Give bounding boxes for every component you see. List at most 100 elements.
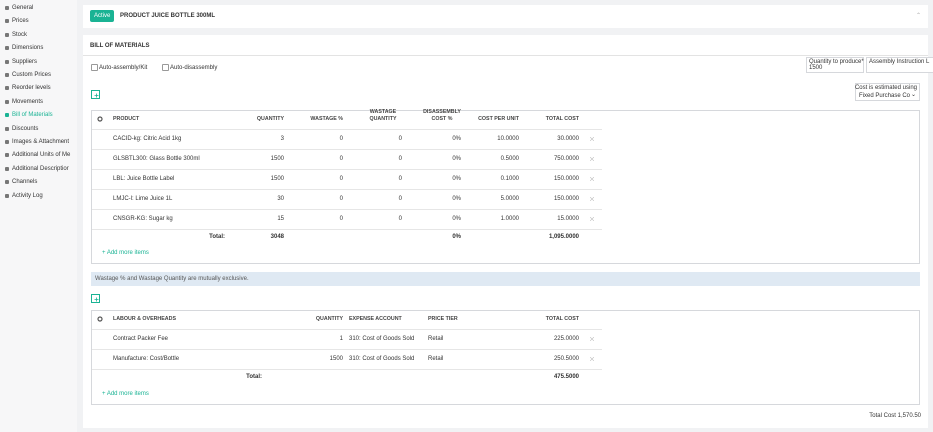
- cell: GLSBTL300: Glass Bottle 300ml: [113, 156, 200, 162]
- menu-icon: [5, 113, 9, 118]
- column-header: QUANTITY: [256, 116, 284, 122]
- cell: 10.0000: [497, 136, 519, 142]
- column-header: TOTAL COST: [545, 116, 579, 122]
- cell: Retail: [428, 336, 444, 342]
- cell: 0%: [452, 176, 461, 182]
- menu-icon: [5, 86, 9, 91]
- column-header: COST PER UNIT: [478, 116, 519, 122]
- cell: 0: [339, 156, 343, 162]
- cell: 0: [398, 136, 402, 142]
- cell: 0%: [452, 156, 461, 162]
- add-more[interactable]: + Add more items: [102, 250, 149, 256]
- add-more[interactable]: + Add more items: [102, 391, 149, 397]
- cell: 0: [398, 156, 402, 162]
- remove-icon: [589, 176, 595, 182]
- cost-label: Cost is estimated using: [854, 85, 917, 91]
- cell: 1500: [329, 356, 343, 362]
- column-header: LABOUR & OVERHEADS: [113, 316, 176, 322]
- menu-item: Images & Attachment: [12, 139, 70, 145]
- quantity-input[interactable]: Quantity to produce* 1500: [806, 57, 864, 73]
- menu-icon: [5, 6, 9, 10]
- cell: LBL: Juice Bottle Label: [113, 176, 175, 182]
- column-header: WASTAGE %: [310, 116, 343, 122]
- menu-icon: [5, 140, 9, 144]
- remove-icon: [589, 136, 595, 142]
- cell: 750.0000: [553, 156, 579, 162]
- row-divider: [92, 329, 602, 330]
- cell: 0: [398, 176, 402, 182]
- menu-item: Bill of Materials: [12, 112, 53, 119]
- header-panel: Active PRODUCT JUICE BOTTLE 300ML ⌃: [83, 5, 928, 28]
- cell: 0%: [452, 216, 461, 222]
- collapse-icon[interactable]: ⌃: [916, 13, 922, 19]
- total-label: Total:: [209, 234, 225, 240]
- total-quantity: 3048: [270, 234, 284, 240]
- chevron: ⌄: [910, 92, 916, 98]
- menu-item: Stock: [12, 31, 28, 38]
- cell: 0: [339, 136, 343, 142]
- cost-select[interactable]: Cost is estimated using Fixed Purchase C…: [855, 83, 920, 101]
- column-header: EXPENSE ACCOUNT: [349, 316, 402, 322]
- column-header: PRICE TIER: [428, 316, 458, 322]
- cell: 150.0000: [553, 196, 579, 202]
- cell: 0%: [452, 136, 461, 142]
- cell: 150.0000: [553, 176, 579, 182]
- cell: 0: [398, 196, 402, 202]
- menu-item: Activity Log: [12, 192, 43, 199]
- bom-title: BILL OF MATERIALS: [90, 43, 150, 49]
- cell: 0: [398, 216, 402, 222]
- remove-icon: [589, 216, 595, 222]
- cell: 5.0000: [500, 196, 519, 202]
- menu-icon: [5, 59, 9, 64]
- cell: Manufacture: Cost/Bottle: [113, 356, 180, 362]
- column-header: WASTAGE QUANTITY: [369, 109, 397, 122]
- cell: 15: [277, 216, 284, 222]
- cell: 0: [339, 216, 343, 222]
- add-labour-button[interactable]: [91, 294, 100, 303]
- cell: 0.1000: [500, 176, 519, 182]
- menu-icon: [5, 180, 9, 185]
- remove-icon: [589, 196, 595, 202]
- cell: Retail: [428, 356, 444, 362]
- cell: LMJC-l: Lime Juice 1L: [113, 196, 173, 202]
- checkbox: [162, 64, 169, 71]
- menu-icon: [5, 32, 9, 37]
- cell: 0.5000: [500, 156, 519, 162]
- instruction-input[interactable]: Assembly Instruction L: [866, 57, 933, 73]
- cell: 3: [280, 136, 284, 142]
- cell: Contract Packer Fee: [113, 336, 169, 342]
- cell: 0: [339, 196, 343, 202]
- checkbox-label[interactable]: Auto-assembly/Kit: [99, 64, 148, 71]
- labour-table: [91, 310, 920, 405]
- cell: 15.0000: [557, 216, 579, 222]
- cell: 30.0000: [557, 136, 579, 142]
- cell: CNSGR-KG: Sugar kg: [113, 216, 173, 222]
- settings-icon: [97, 116, 103, 122]
- divider: [83, 55, 928, 56]
- cell: 310: Cost of Goods Sold: [349, 336, 415, 342]
- status-badge: Active: [90, 10, 115, 22]
- quantity-label: Quantity to produce*: [809, 59, 864, 65]
- column-header: TOTAL COST: [545, 316, 579, 322]
- add-material-button[interactable]: [91, 90, 100, 99]
- row-divider: [92, 209, 602, 210]
- menu-icon: [5, 126, 9, 131]
- checkbox-label[interactable]: Auto-disassembly: [170, 64, 218, 71]
- menu-icon: [5, 166, 9, 171]
- quantity-value: 1500: [809, 65, 823, 71]
- remove-icon: [589, 356, 595, 362]
- menu-item: Reorder levels: [12, 85, 51, 92]
- menu-icon: [5, 153, 9, 158]
- notice-bar: Wastage % and Wastage Quantity are mutua…: [91, 272, 920, 286]
- cell: 0: [339, 176, 343, 182]
- menu-item: Movements: [12, 98, 44, 105]
- row-divider: [92, 349, 602, 350]
- cell: 1.0000: [500, 216, 519, 222]
- remove-icon: [589, 156, 595, 162]
- cell: 1: [339, 336, 343, 342]
- row-divider: [92, 169, 602, 170]
- column-header: PRODUCT: [113, 116, 140, 122]
- cell: 310: Cost of Goods Sold: [349, 356, 415, 362]
- column-header: QUANTITY: [315, 316, 343, 322]
- menu-icon: [5, 193, 9, 198]
